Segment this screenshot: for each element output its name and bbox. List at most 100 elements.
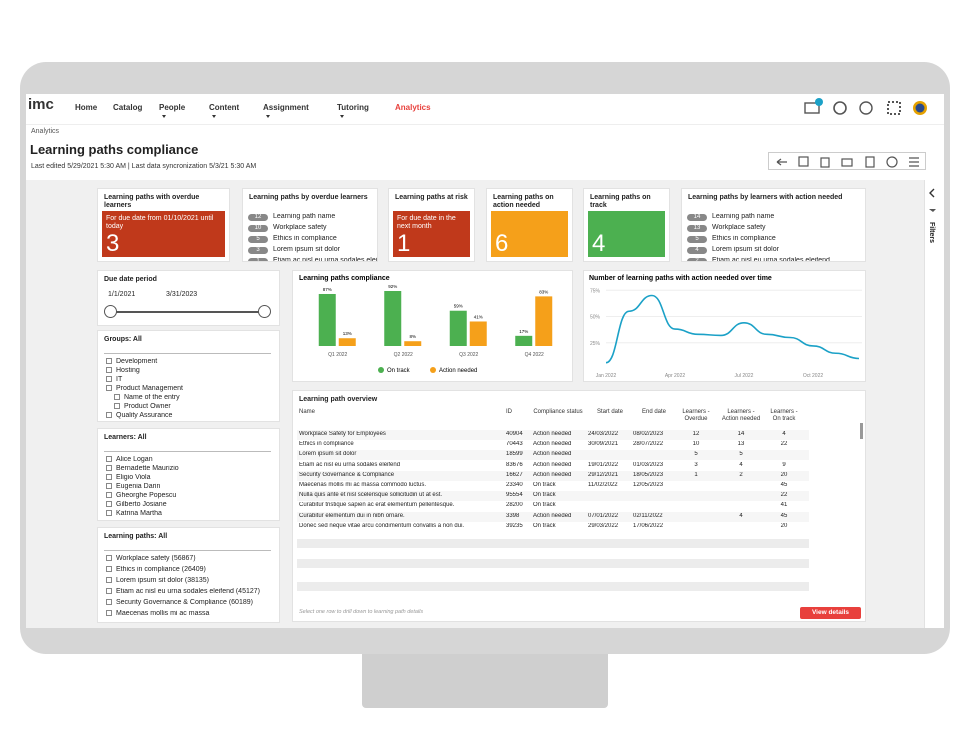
globe-icon[interactable]: [859, 101, 873, 115]
filter-option[interactable]: Gilberto Josiane: [106, 501, 275, 509]
back-icon[interactable]: [776, 158, 787, 166]
filter-option[interactable]: Security Governance & Compliance (60189): [106, 599, 275, 607]
filter-option[interactable]: Maecenas mollis mi ac massa: [106, 610, 275, 618]
filter-option[interactable]: Product Management: [106, 385, 275, 393]
checkbox[interactable]: [106, 555, 112, 562]
filter-option[interactable]: Product Owner: [114, 403, 275, 411]
filter-option[interactable]: Eugenia Darin: [106, 483, 275, 491]
filter-option[interactable]: Katrina Martha: [106, 510, 275, 518]
checkbox[interactable]: [106, 456, 112, 463]
menu-icon[interactable]: [909, 157, 919, 167]
row-bg[interactable]: [297, 460, 809, 471]
row-bg[interactable]: [297, 481, 809, 491]
filter-option[interactable]: Workplace safety (56867): [106, 555, 275, 563]
checkbox[interactable]: [106, 412, 112, 419]
checkbox[interactable]: [114, 394, 120, 401]
nav-link[interactable]: People: [159, 103, 185, 121]
checkbox[interactable]: [106, 599, 112, 606]
cell: Action needed: [533, 471, 572, 478]
column-header[interactable]: ID: [506, 409, 512, 415]
filter-option[interactable]: Lorem ipsum sit dolor (38135): [106, 577, 275, 585]
option-label: Katrina Martha: [116, 510, 162, 517]
checkbox[interactable]: [106, 358, 112, 365]
breadcrumb[interactable]: Analytics: [31, 128, 60, 135]
filter-option[interactable]: Name of the entry: [114, 394, 275, 402]
row-bg[interactable]: [297, 430, 809, 440]
filter-option[interactable]: IT: [106, 376, 275, 384]
column-header[interactable]: Start date: [596, 409, 623, 415]
row-bg[interactable]: [297, 511, 809, 522]
search-box[interactable]: [104, 444, 271, 452]
search-box[interactable]: [104, 346, 271, 354]
filter-option[interactable]: Eligio Viola: [106, 474, 275, 482]
ranked-title: Learning paths by overdue learners: [249, 194, 368, 201]
checkbox[interactable]: [106, 610, 112, 617]
filter-option[interactable]: Bernadette Maurizio: [106, 465, 275, 473]
checkbox[interactable]: [106, 376, 112, 383]
delete-icon[interactable]: [865, 156, 875, 168]
nav-link[interactable]: Catalog: [113, 103, 143, 112]
date-to[interactable]: 3/31/2023: [166, 291, 198, 298]
checkbox[interactable]: [106, 577, 112, 584]
checkbox[interactable]: [106, 510, 112, 517]
filter-option[interactable]: Ethics in compliance (26409): [106, 566, 275, 574]
filter-panel: Groups: All Development Hosting IT Product M…: [97, 330, 280, 422]
settings-icon[interactable]: [833, 101, 847, 115]
search-box[interactable]: [104, 543, 271, 551]
filter-title: Learning paths: All: [104, 533, 168, 540]
row-bg[interactable]: [297, 491, 809, 502]
bar: [535, 296, 553, 346]
filter-option[interactable]: Etiam ac nisl eu urna sodales eleifend (…: [106, 588, 275, 596]
checkbox[interactable]: [106, 465, 112, 472]
checkbox[interactable]: [106, 501, 112, 508]
y-tick-label: 25%: [590, 341, 601, 347]
slider-handle[interactable]: [258, 305, 271, 318]
copy-icon[interactable]: [820, 157, 830, 168]
logo[interactable]: imc: [28, 96, 54, 113]
nav-link[interactable]: Analytics: [395, 103, 431, 112]
apps-icon[interactable]: [887, 101, 901, 115]
column-header[interactable]: Name: [299, 409, 316, 415]
checkbox[interactable]: [106, 385, 112, 392]
checkbox[interactable]: [106, 492, 112, 499]
row-bg[interactable]: [297, 440, 809, 451]
checkbox[interactable]: [114, 403, 120, 410]
cell: 4: [782, 431, 786, 437]
print-icon[interactable]: [841, 158, 853, 167]
checkbox[interactable]: [106, 566, 112, 573]
column-header[interactable]: Learners - On track: [770, 409, 798, 422]
column-header[interactable]: End date: [641, 409, 667, 415]
checkbox[interactable]: [106, 474, 112, 481]
filter-option[interactable]: Development: [106, 358, 275, 366]
column-header[interactable]: Learners - Overdue: [682, 409, 710, 422]
row-bg[interactable]: [297, 470, 809, 481]
filter-option[interactable]: Quality Assurance: [106, 412, 275, 420]
bar: [449, 310, 467, 346]
view-details-button[interactable]: View details: [800, 607, 861, 619]
row-bg[interactable]: [297, 501, 809, 512]
filter-option[interactable]: Hosting: [106, 367, 275, 375]
date-from[interactable]: 1/1/2021: [108, 291, 136, 298]
cell: 70443: [506, 441, 523, 448]
cell: 1: [694, 471, 698, 478]
slider-handle[interactable]: [104, 305, 117, 318]
column-header[interactable]: Compliance status: [533, 409, 583, 415]
nav-link[interactable]: Home: [75, 103, 98, 112]
column-header[interactable]: Learners - Action needed: [721, 409, 761, 422]
edit-icon[interactable]: [798, 156, 809, 167]
row-bg[interactable]: [297, 450, 809, 461]
checkbox[interactable]: [106, 367, 112, 374]
mail-icon[interactable]: [804, 102, 820, 114]
sidebar-label[interactable]: Filters: [928, 222, 935, 244]
checkbox[interactable]: [106, 588, 112, 595]
checkbox[interactable]: [106, 483, 112, 490]
nav-link[interactable]: Tutoring: [337, 103, 369, 121]
collapse-icon[interactable]: [929, 188, 935, 198]
nav-link[interactable]: Content: [209, 103, 239, 121]
row-bg[interactable]: [297, 521, 809, 532]
help-icon[interactable]: [886, 156, 898, 168]
bar: [384, 291, 402, 346]
filter-option[interactable]: Alice Logan: [106, 456, 275, 464]
nav-link[interactable]: Assignment: [263, 103, 309, 121]
filter-option[interactable]: Gheorghe Popescu: [106, 492, 275, 500]
